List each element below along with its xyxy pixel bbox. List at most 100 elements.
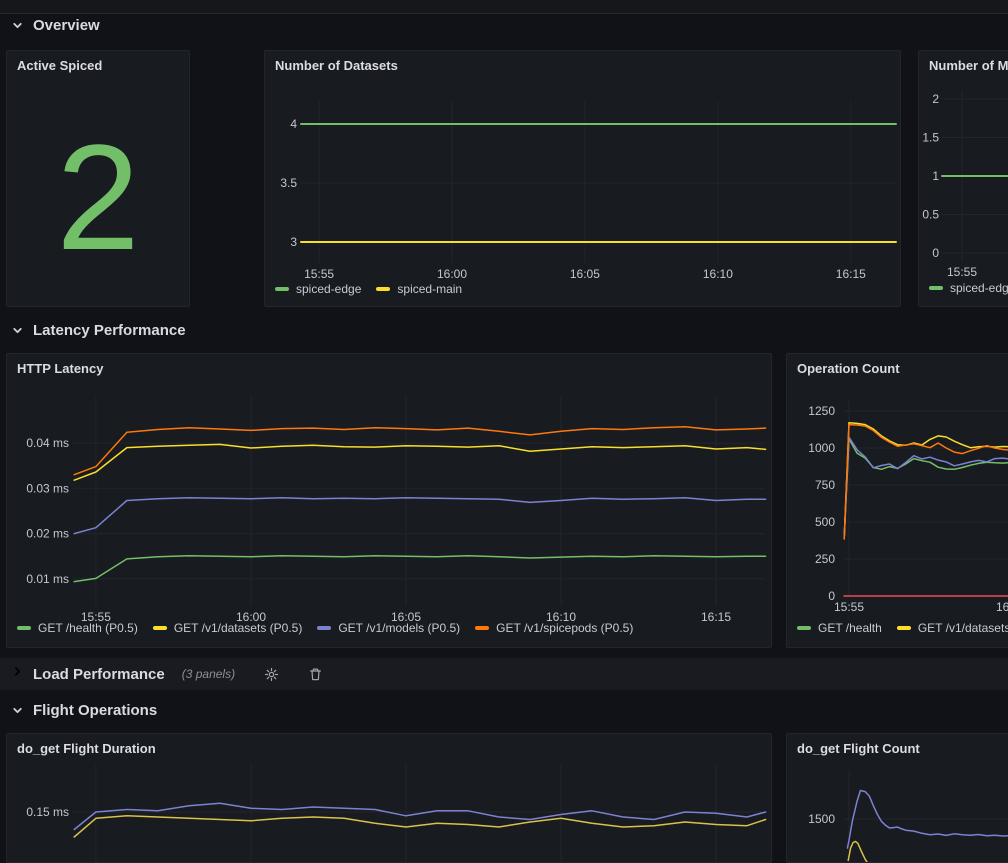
svg-text:16:10: 16:10 xyxy=(546,610,576,624)
panel-title[interactable]: do_get Flight Count xyxy=(797,741,920,756)
svg-text:0: 0 xyxy=(932,246,939,260)
gear-icon[interactable] xyxy=(264,667,279,682)
legend-swatch xyxy=(152,626,167,630)
legend-swatch xyxy=(376,287,391,291)
section-flight-operations[interactable]: Flight Operations xyxy=(11,702,157,719)
legend-item[interactable]: GET /v1/datasets (P0.5) xyxy=(152,621,303,635)
svg-text:16:15: 16:15 xyxy=(701,610,731,624)
svg-text:0.03 ms: 0.03 ms xyxy=(26,481,69,495)
section-overview[interactable]: Overview xyxy=(11,17,100,34)
legend-item[interactable]: spiced-edge xyxy=(929,281,1008,295)
svg-text:16:05: 16:05 xyxy=(391,610,421,624)
time-series-chart[interactable]: 0.15 ms xyxy=(7,734,771,862)
svg-text:0.01 ms: 0.01 ms xyxy=(26,572,69,586)
legend-label: spiced-main xyxy=(397,282,463,296)
top-bar xyxy=(0,0,1008,14)
legend-label: GET /health xyxy=(818,621,882,635)
svg-text:500: 500 xyxy=(815,515,835,529)
panel-title[interactable]: do_get Flight Duration xyxy=(17,741,156,756)
panel-operation-count: Operation Count 0 250 500 750 1000 1250 15:55 1… xyxy=(786,353,1008,648)
panel-count-label: (3 panels) xyxy=(181,667,236,681)
svg-text:15:55: 15:55 xyxy=(81,610,111,624)
panel-title[interactable]: HTTP Latency xyxy=(17,361,104,376)
chevron-right-icon xyxy=(11,665,24,683)
section-title: Latency Performance xyxy=(33,322,186,339)
panel-title[interactable]: Number of Models xyxy=(929,58,1008,73)
chevron-down-icon xyxy=(11,19,24,32)
section-load-performance[interactable]: Load Performance (3 panels) xyxy=(0,658,1008,690)
svg-text:16:15: 16:15 xyxy=(836,267,866,281)
svg-text:16:10: 16:10 xyxy=(703,267,733,281)
legend-label: GET /v1/datasets xyxy=(917,621,1008,635)
section-title: Flight Operations xyxy=(33,702,158,719)
panel-title[interactable]: Operation Count xyxy=(797,361,900,376)
panel-do-get-flight-count: do_get Flight Count 1500 xyxy=(786,733,1008,863)
time-series-chart[interactable]: 3 3.5 4 15:55 16:00 16:05 16:10 16:15 xyxy=(265,51,900,306)
panel-title[interactable]: Number of Datasets xyxy=(275,58,398,73)
legend-item[interactable]: spiced-edge xyxy=(275,282,361,296)
legend-label: GET /v1/datasets (P0.5) xyxy=(173,621,303,635)
chart-legend: spiced-edge xyxy=(929,281,1008,295)
time-series-chart[interactable]: 0.01 ms 0.02 ms 0.03 ms 0.04 ms 15:55 16:00 16… xyxy=(7,354,771,647)
section-title: Load Performance xyxy=(33,665,165,683)
legend-swatch xyxy=(797,626,811,630)
svg-text:16:15: 16:15 xyxy=(996,600,1008,614)
svg-text:1.5: 1.5 xyxy=(922,131,939,145)
panel-active-spiced: Active Spiced 2 xyxy=(6,50,190,307)
legend-item[interactable]: GET /health (P0.5) xyxy=(17,621,138,635)
trash-icon[interactable] xyxy=(308,667,323,682)
svg-text:16:00: 16:00 xyxy=(236,610,266,624)
time-series-chart[interactable]: 0 0.5 1 1.5 2 15:55 xyxy=(919,51,1008,306)
svg-text:16:00: 16:00 xyxy=(437,267,467,281)
legend-item[interactable]: GET /v1/models (P0.5) xyxy=(317,621,460,635)
legend-swatch xyxy=(896,626,911,630)
svg-text:15:55: 15:55 xyxy=(834,600,864,614)
chevron-down-icon xyxy=(11,324,24,337)
legend-label: GET /v1/spicepods (P0.5) xyxy=(496,621,634,635)
legend-item[interactable]: GET /v1/spicepods (P0.5) xyxy=(475,621,633,635)
stat-value: 2 xyxy=(56,112,140,281)
time-series-chart[interactable]: 0 250 500 750 1000 1250 15:55 16:15 xyxy=(787,354,1008,647)
svg-text:1000: 1000 xyxy=(808,441,835,455)
svg-text:15:55: 15:55 xyxy=(304,267,334,281)
panel-number-of-datasets: Number of Datasets 3 3.5 4 15:55 16:00 16:05 1… xyxy=(264,50,901,307)
panel-number-of-models: Number of Models 0 0.5 1 1.5 2 15:55 spiced-e… xyxy=(918,50,1008,307)
section-latency-performance[interactable]: Latency Performance xyxy=(11,322,186,339)
svg-text:1500: 1500 xyxy=(808,812,835,826)
legend-item[interactable]: GET /health xyxy=(797,621,882,635)
svg-text:0: 0 xyxy=(828,589,835,603)
legend-label: spiced-edge xyxy=(950,281,1008,295)
legend-swatch xyxy=(17,626,31,630)
svg-text:2: 2 xyxy=(932,92,939,106)
time-series-chart[interactable]: 1500 xyxy=(787,734,1008,862)
svg-text:0.02 ms: 0.02 ms xyxy=(26,527,69,541)
legend-swatch xyxy=(317,626,332,630)
svg-text:0.5: 0.5 xyxy=(922,208,939,222)
legend-label: GET /health (P0.5) xyxy=(38,621,138,635)
chevron-down-icon xyxy=(11,704,24,717)
legend-item[interactable]: GET /v1/datasets xyxy=(896,621,1008,635)
panel-title[interactable]: Active Spiced xyxy=(17,58,103,73)
svg-text:16:05: 16:05 xyxy=(570,267,600,281)
panel-http-latency: HTTP Latency 0.01 ms 0.02 ms 0.03 ms 0.04 m… xyxy=(6,353,772,648)
svg-text:1250: 1250 xyxy=(808,404,835,418)
legend-label: GET /v1/models (P0.5) xyxy=(338,621,461,635)
svg-text:250: 250 xyxy=(815,552,835,566)
chart-legend: GET /health (P0.5) GET /v1/datasets (P0.5… xyxy=(17,621,765,635)
svg-text:1: 1 xyxy=(932,169,939,183)
svg-text:0.15 ms: 0.15 ms xyxy=(26,805,69,819)
chart-legend: spiced-edge spiced-main xyxy=(275,282,894,296)
legend-swatch xyxy=(475,626,490,630)
svg-text:3: 3 xyxy=(290,235,297,249)
svg-text:15:55: 15:55 xyxy=(947,265,977,279)
legend-swatch xyxy=(929,286,943,290)
svg-text:4: 4 xyxy=(290,117,297,131)
svg-text:750: 750 xyxy=(815,478,835,492)
legend-item[interactable]: spiced-main xyxy=(376,282,462,296)
section-title: Overview xyxy=(33,17,100,34)
legend-swatch xyxy=(275,287,289,291)
panel-do-get-flight-duration: do_get Flight Duration 0.15 ms xyxy=(6,733,772,863)
legend-label: spiced-edge xyxy=(296,282,362,296)
svg-text:3.5: 3.5 xyxy=(280,176,297,190)
